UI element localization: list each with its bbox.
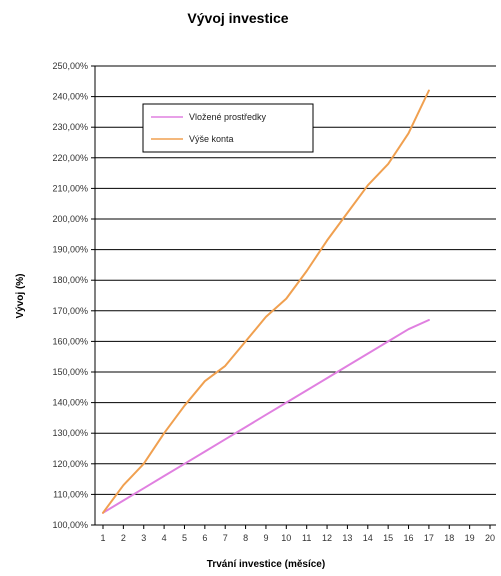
x-tick-label: 5 [182,533,187,543]
series-line-2 [102,89,430,514]
y-tick-label: 120,00% [52,459,88,469]
x-tick-label: 18 [444,533,454,543]
x-tick-label: 9 [263,533,268,543]
y-tick-label: 100,00% [52,520,88,530]
x-tick-label: 8 [243,533,248,543]
y-tick-label: 200,00% [52,214,88,224]
legend-box [142,103,314,153]
y-tick-labels: 100,00% 110,00% 120,00% 130,00% 140,00% 150,0… [52,61,88,530]
legend-label: Výše konta [189,134,234,144]
y-tick-label: 160,00% [52,336,88,346]
y-tick-label: 110,00% [53,489,88,499]
x-axis-label: Trvání investice (měsíce) [207,559,325,570]
x-tick-labels: 1 2 3 4 5 6 7 8 9 10 11 12 13 14 15 16 17 18 19 20 [100,533,495,543]
x-tick-label: 11 [302,533,311,543]
y-axis-label: Vývoj (%) [15,273,26,318]
series-line-1 [102,319,430,514]
legend-label: Vložené prostředky [189,112,267,122]
x-tick-label: 15 [383,533,393,543]
series-lines [102,89,430,514]
x-tick-label: 3 [141,533,146,543]
x-tick-label: 4 [162,533,167,543]
x-tick-label: 19 [465,533,475,543]
x-tick-label: 6 [202,533,207,543]
axes [91,65,496,529]
y-tick-label: 190,00% [52,245,88,255]
x-tick-label: 2 [121,533,126,543]
y-tick-label: 180,00% [52,275,88,285]
y-tick-label: 230,00% [52,122,88,132]
y-tick-label: 170,00% [52,306,88,316]
chart-title: Vývoj investice [187,10,288,26]
x-tick-label: 13 [342,533,352,543]
y-tick-label: 130,00% [52,428,88,438]
x-tick-label: 7 [223,533,228,543]
y-tick-label: 220,00% [52,153,88,163]
x-tick-label: 17 [424,533,434,543]
x-tick-label: 1 [100,533,105,543]
y-tick-label: 150,00% [52,367,88,377]
y-tick-label: 240,00% [52,92,88,102]
x-tick-label: 14 [363,533,373,543]
x-tick-label: 10 [281,533,291,543]
x-tick-label: 12 [322,533,332,543]
x-tick-label: 20 [485,533,495,543]
legend: Vložené prostředky Výše konta [142,103,314,153]
x-tick-label: 16 [404,533,414,543]
y-tick-label: 250,00% [52,61,88,71]
y-tick-label: 210,00% [52,183,88,193]
y-tick-label: 140,00% [52,398,88,408]
